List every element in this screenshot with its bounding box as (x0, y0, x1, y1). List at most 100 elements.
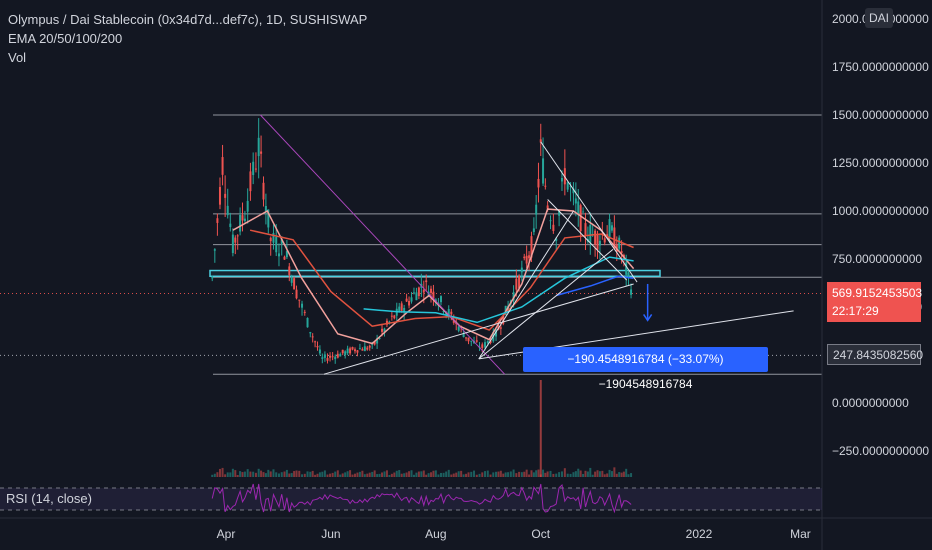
candle-body (376, 338, 379, 344)
candle-body (252, 161, 255, 176)
candle-body (408, 300, 411, 306)
candle-body (351, 347, 354, 350)
volume-bar (285, 469, 288, 477)
volume-bar (489, 474, 492, 477)
volume-bar (630, 473, 633, 477)
volume-bar (486, 470, 489, 477)
volume-bar (257, 468, 260, 477)
chart-legend: Olympus / Dai Stablecoin (0x34d7d...def7… (8, 10, 367, 67)
candle-body (572, 188, 575, 194)
measurement-label: −190.4548916784 (−33.07%) −1904548916784 (523, 347, 768, 391)
currency-badge[interactable]: DAI (865, 8, 893, 28)
volume-bar (354, 473, 356, 477)
target-level-tag: 247.8435082560 (827, 344, 923, 365)
candle-body (484, 342, 487, 348)
candle-body (530, 236, 533, 258)
volume-bar (309, 471, 312, 477)
volume-bar (598, 471, 601, 477)
y-axis-tick-label: −250.0000000000 (832, 444, 929, 458)
current-price-value: 569.9152453503 (832, 286, 923, 300)
candle-body (267, 209, 270, 228)
volume-bar (544, 472, 547, 477)
candle-body (275, 236, 278, 253)
candle-body (277, 253, 280, 257)
volume-bar (601, 470, 604, 477)
candle-body (589, 224, 592, 243)
candle-body (221, 157, 224, 175)
candle-body (388, 321, 391, 323)
volume-bar (546, 471, 549, 477)
volume-bar (523, 471, 526, 477)
volume-bar (231, 468, 234, 477)
volume-bar (216, 472, 219, 477)
candle-body (349, 348, 352, 354)
volume-bar (504, 472, 507, 477)
symbol-title[interactable]: Olympus / Dai Stablecoin (0x34d7d...def7… (8, 12, 368, 27)
volume-bar (594, 471, 597, 477)
volume-bar (558, 472, 561, 477)
volume-bar (537, 469, 540, 477)
candle-body (555, 238, 558, 241)
volume-bar (378, 473, 381, 477)
volume-bar (417, 471, 420, 477)
volume-bar (329, 473, 332, 477)
ema-200-line (555, 275, 634, 297)
volume-indicator-label[interactable]: Vol (8, 50, 27, 65)
volume-bar (339, 474, 342, 477)
candle-body (546, 205, 549, 209)
volume-bar (484, 471, 487, 477)
candle-body (613, 227, 616, 249)
candle-body (216, 218, 219, 223)
candle-body (331, 356, 334, 358)
candle-body (269, 237, 272, 242)
volume-bar (275, 472, 278, 477)
volume-bar (277, 473, 280, 477)
volume-bar (368, 472, 371, 477)
candle-body (321, 357, 324, 359)
candle-body (542, 158, 545, 184)
volume-bar (295, 470, 298, 477)
volume-bar (470, 471, 473, 477)
candle-body (432, 291, 435, 299)
candle-body (249, 171, 252, 192)
volume-bar (290, 473, 293, 477)
candle-body (241, 215, 244, 221)
ema-indicator-label[interactable]: EMA 20/50/100/200 (8, 31, 123, 46)
volume-bar (495, 471, 498, 477)
candle-body (539, 139, 542, 143)
candle-body (224, 193, 227, 198)
candle-body (566, 182, 569, 190)
rsi-line (211, 483, 632, 514)
volume-bar (393, 472, 396, 477)
candle-body (467, 337, 470, 342)
volume-bar (221, 467, 224, 477)
volume-bar (371, 471, 374, 477)
volume-bar (301, 474, 304, 477)
candle-body (560, 177, 563, 182)
candle-body (361, 349, 364, 351)
volume-bar (351, 474, 354, 477)
candle-body (610, 225, 613, 231)
candle-body (288, 266, 291, 276)
volume-bar (525, 469, 528, 477)
candle-body (475, 340, 478, 342)
candle-body (620, 251, 623, 254)
candle-body (495, 329, 498, 337)
volume-bar (376, 474, 379, 477)
candle-body (358, 348, 361, 350)
volume-bar (249, 471, 252, 477)
x-axis-tick-label: Apr (217, 527, 236, 541)
candle-body (457, 326, 460, 331)
candle-body (323, 354, 326, 358)
volume-bar (420, 471, 423, 477)
candle-body (368, 345, 371, 348)
candle-body (344, 351, 347, 355)
volume-bar (254, 472, 257, 477)
volume-bar (432, 470, 435, 477)
volume-bar (492, 472, 495, 477)
volume-bar (366, 473, 369, 477)
volume-bar (579, 470, 582, 477)
rsi-indicator-label[interactable]: RSI (14, close) (6, 491, 92, 506)
